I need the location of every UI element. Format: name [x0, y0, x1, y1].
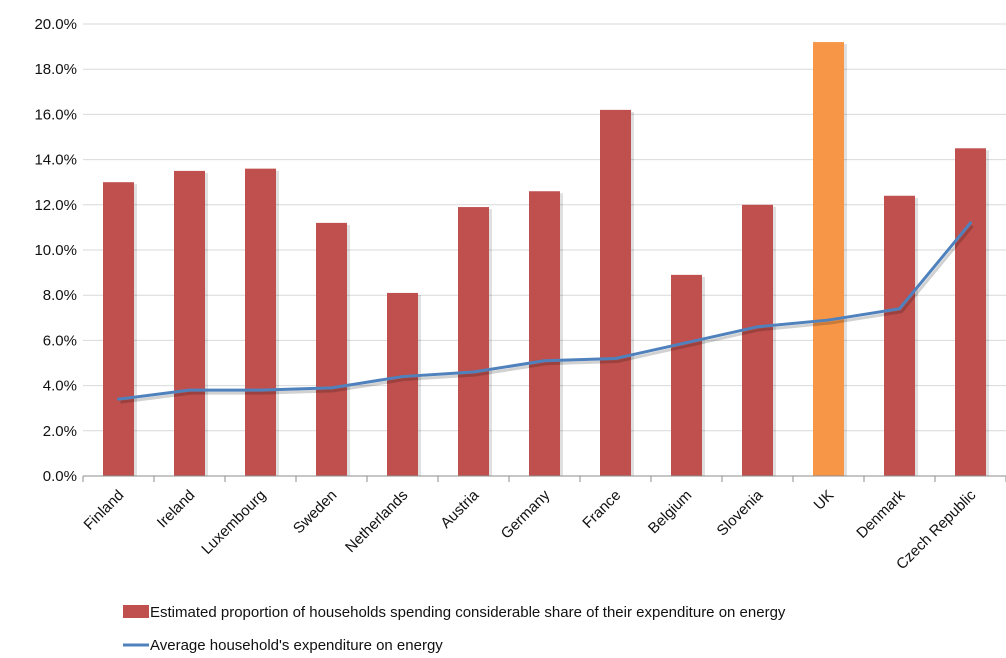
bar-ireland	[174, 170, 205, 476]
bar-germany	[529, 191, 560, 477]
x-category-label: Sweden	[290, 487, 340, 537]
x-category-label: Belgium	[645, 487, 695, 537]
x-category-label: Germany	[498, 486, 554, 542]
bar-austria	[458, 207, 489, 476]
y-tick-label: 0.0%	[43, 468, 77, 485]
line-point	[117, 397, 120, 401]
x-category-label: Slovenia	[714, 486, 767, 539]
bar-netherlands	[387, 292, 418, 476]
x-category-label: UK	[811, 487, 838, 514]
x-category-label: Denmark	[853, 486, 908, 541]
y-tick-label: 10.0%	[34, 242, 77, 259]
line-point	[969, 221, 972, 225]
x-category-label: Ireland	[154, 487, 198, 531]
line-point	[614, 356, 617, 360]
y-tick-label: 18.0%	[34, 61, 77, 78]
x-axis-category-labels: Finland Ireland Luxembourg Sweden Netherland…	[81, 486, 980, 573]
y-axis-tick-labels: 0.0% 2.0% 4.0% 6.0% 8.0% 10.0% 12.0% 14.0% 16.0%…	[34, 16, 77, 485]
bar-france	[600, 109, 631, 476]
line-point	[685, 341, 688, 345]
y-tick-label: 20.0%	[34, 16, 77, 33]
bar-finland	[103, 182, 134, 476]
y-tick-label: 12.0%	[34, 197, 77, 214]
x-axis	[82, 475, 1006, 482]
line-point	[898, 307, 901, 311]
line-point	[756, 325, 759, 329]
legend-label-line: Average household's expenditure on energ…	[150, 637, 443, 653]
bar-denmark	[884, 195, 915, 476]
bar-slovenia	[742, 204, 773, 477]
y-tick-label: 16.0%	[34, 106, 77, 123]
line-point	[472, 370, 475, 374]
bar-czech-republic	[955, 148, 986, 477]
x-category-label: Finland	[81, 487, 128, 534]
line-point	[543, 359, 546, 363]
line-point	[188, 388, 191, 392]
legend: Estimated proportion of households spend…	[123, 604, 786, 654]
bar-series	[103, 42, 989, 477]
legend-label-bar: Estimated proportion of households spend…	[150, 604, 786, 621]
bar-luxembourg	[245, 168, 276, 476]
line-series	[117, 221, 974, 404]
line-shadow	[120, 224, 974, 404]
x-category-label: Austria	[437, 486, 482, 531]
legend-swatch-bar	[123, 605, 149, 618]
line-point	[401, 375, 404, 379]
y-tick-label: 8.0%	[43, 287, 77, 304]
y-tick-label: 6.0%	[43, 332, 77, 349]
bar-sweden	[316, 222, 347, 476]
y-tick-label: 4.0%	[43, 378, 77, 395]
y-tick-label: 14.0%	[34, 152, 77, 169]
y-tick-label: 2.0%	[43, 423, 77, 440]
bar-uk	[813, 42, 844, 476]
x-category-label: Luxembourg	[198, 487, 269, 558]
line-point	[330, 386, 333, 390]
line-point	[259, 388, 262, 392]
line-point	[827, 318, 830, 322]
bar-belgium	[671, 274, 702, 476]
x-category-label: France	[579, 487, 624, 532]
x-category-label: Netherlands	[342, 487, 411, 556]
